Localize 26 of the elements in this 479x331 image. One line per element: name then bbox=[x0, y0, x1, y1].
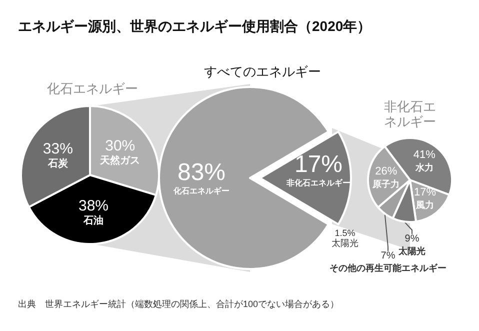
slice-label: 太陽光 bbox=[398, 246, 426, 256]
chart-title: 非化石エネルギー bbox=[383, 99, 437, 130]
chart-title: エネルギー源別、世界のエネルギー使用割合（2020年） bbox=[18, 18, 372, 36]
slice-label: 非化石エネルギー bbox=[286, 178, 350, 188]
data-label: 26% bbox=[375, 165, 398, 178]
source-note: 出典 世界エネルギー統計（端数処理の関係上、合計が100でない場合がある） bbox=[18, 298, 340, 311]
data-label: 9% bbox=[404, 234, 420, 244]
data-label: 83% bbox=[177, 159, 226, 186]
data-label: 30% bbox=[105, 138, 136, 155]
data-label: 38% bbox=[78, 197, 109, 214]
slice-label: 水力 bbox=[414, 162, 434, 172]
slice-label: 石油 bbox=[82, 214, 104, 226]
slice-label: 化石エネルギー bbox=[172, 186, 230, 196]
chart-title: 化石エネルギー bbox=[47, 80, 138, 98]
slice-label: 原子力 bbox=[372, 178, 400, 189]
data-label: 17% bbox=[414, 186, 436, 199]
slice-label: その他の再生可能エネルギー bbox=[330, 263, 446, 273]
slice-label: 天然ガス bbox=[99, 154, 140, 167]
data-label: 33% bbox=[42, 140, 73, 158]
data-label: 41% bbox=[413, 148, 436, 161]
slice-label: 石炭 bbox=[46, 158, 69, 170]
data-label: 17% bbox=[294, 151, 343, 178]
text: 1.5% 太陽光 bbox=[330, 228, 360, 249]
slice-label: 風力 bbox=[415, 200, 434, 210]
data-label: 7% bbox=[380, 250, 396, 262]
chart-subtitle: すべてのエネルギー bbox=[204, 63, 321, 81]
